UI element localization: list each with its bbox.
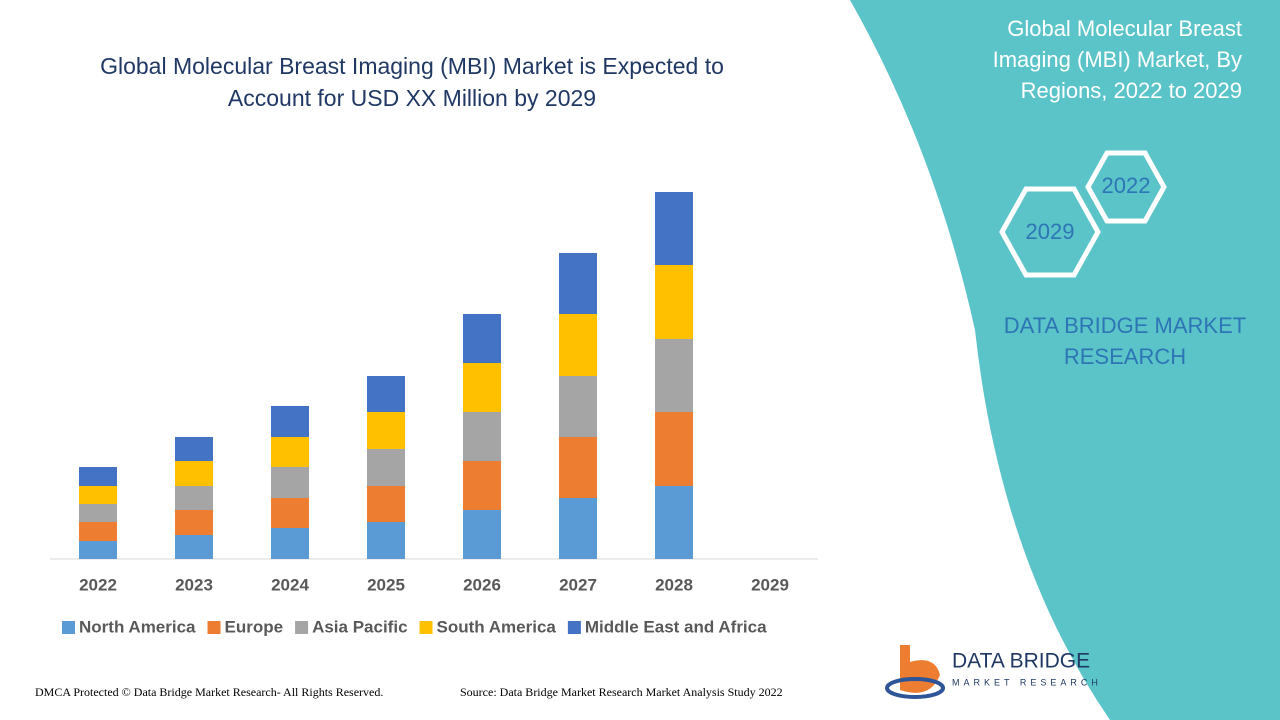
bar-segment — [175, 486, 213, 510]
bar-segment — [655, 486, 693, 559]
bar-segment — [175, 437, 213, 461]
logo-icon — [885, 677, 945, 699]
x-tick-label: 2023 — [175, 575, 213, 594]
x-tick-label: 2026 — [463, 575, 501, 594]
bar-segment — [175, 510, 213, 535]
legend-swatch — [207, 621, 221, 634]
brand-text: RESEARCH — [1064, 344, 1186, 369]
source: Source: Data Bridge Market Research Mark… — [460, 685, 783, 699]
bar-segment — [655, 412, 693, 486]
bar-segment — [79, 467, 117, 486]
legend-label: Middle East and Africa — [585, 617, 767, 636]
logo-icon — [900, 645, 940, 693]
hexagon-label: 2029 — [1026, 219, 1075, 244]
bar-segment — [463, 461, 501, 510]
bar-segment — [463, 510, 501, 559]
legend-swatch — [295, 621, 309, 634]
logo-name: DATA BRIDGE — [952, 650, 1090, 673]
bar-segment — [367, 449, 405, 486]
x-tick-label: 2024 — [271, 575, 309, 594]
bar-segment — [559, 498, 597, 559]
bar-segment — [271, 467, 309, 498]
brand-text: DATA BRIDGE MARKET — [1004, 313, 1246, 338]
bar-segment — [463, 412, 501, 461]
logo-tagline: MARKET RESEARCH — [952, 677, 1102, 687]
side-title: Global Molecular Breast — [1007, 16, 1242, 41]
bar-segment — [367, 522, 405, 559]
copyright: DMCA Protected © Data Bridge Market Rese… — [35, 685, 383, 699]
hexagon — [999, 186, 1101, 278]
hexagon-label: 2022 — [1102, 173, 1151, 198]
x-tick-label: 2022 — [79, 575, 117, 594]
bar-segment — [655, 339, 693, 412]
legend-swatch — [62, 621, 75, 634]
x-tick-label: 2029 — [751, 575, 789, 594]
bar-segment — [559, 437, 597, 498]
bar-segment — [79, 522, 117, 541]
bar-segment — [79, 486, 117, 504]
bar-segment — [367, 376, 405, 412]
bar-segment — [175, 461, 213, 486]
legend-label: North America — [79, 617, 196, 636]
bar-segment — [367, 412, 405, 449]
bar-segment — [271, 528, 309, 559]
bar-segment — [559, 253, 597, 314]
bar-segment — [367, 486, 405, 522]
bar-segment — [271, 437, 309, 467]
bar-segment — [271, 406, 309, 437]
x-tick-label: 2028 — [655, 575, 693, 594]
x-tick-label: 2025 — [367, 575, 405, 594]
bar-segment — [175, 535, 213, 559]
side-title: Regions, 2022 to 2029 — [1021, 78, 1242, 103]
legend-swatch — [567, 621, 581, 634]
side-panel-bg — [850, 0, 1280, 720]
bar-segment — [559, 376, 597, 437]
legend-label: Europe — [225, 617, 284, 636]
bar-segment — [559, 314, 597, 376]
side-title: Imaging (MBI) Market, By — [993, 47, 1242, 72]
bar-segment — [655, 265, 693, 339]
bar-segment — [79, 541, 117, 559]
legend-label: Asia Pacific — [312, 617, 407, 636]
bar-segment — [463, 314, 501, 363]
logo: DATA BRIDGE MARKET RESEARCH — [885, 645, 1102, 699]
legend-label: South America — [437, 617, 557, 636]
bar-segment — [655, 192, 693, 265]
chart-title: Global Molecular Breast Imaging (MBI) Ma… — [100, 53, 724, 111]
bar-segment — [463, 363, 501, 412]
bar-segment — [79, 504, 117, 522]
bar-segment — [271, 498, 309, 528]
legend-swatch — [419, 621, 433, 634]
hexagon — [1085, 150, 1167, 224]
x-tick-label: 2027 — [559, 575, 597, 594]
